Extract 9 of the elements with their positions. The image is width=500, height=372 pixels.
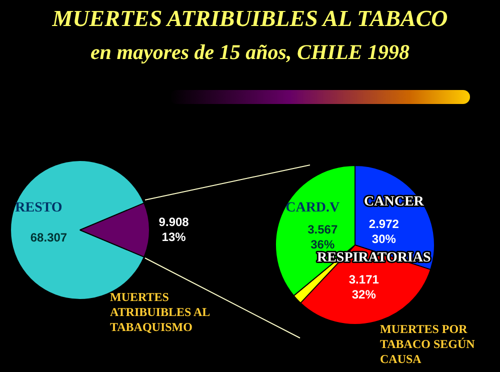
text: MUERTES POR TABACO SEGÚN CAUSA — [380, 322, 476, 367]
data-label: 2.972 30% — [368, 216, 400, 246]
text: en mayores de 15 años, CHILE 1998 — [89, 40, 411, 65]
data-label: 3.567 36% — [308, 222, 338, 252]
text: MUERTES ATRIBUIBLES AL TABACO — [51, 6, 449, 32]
slice-label: RESPIRATORIAS — [316, 250, 432, 266]
data-label: 3.171 32% — [348, 272, 380, 302]
slice-label: RESTO — [15, 200, 62, 216]
data-label: 68.307 — [30, 230, 68, 244]
